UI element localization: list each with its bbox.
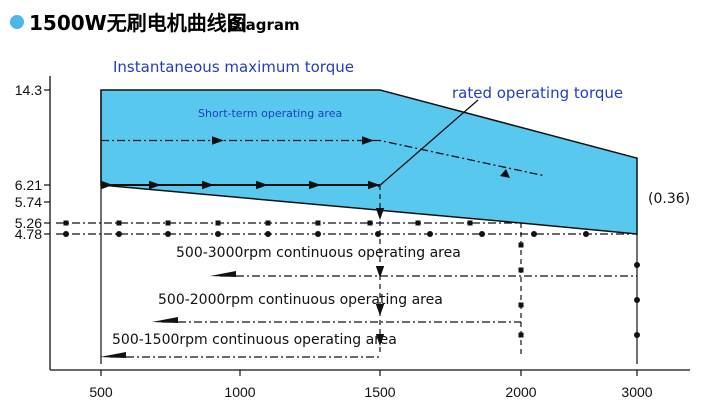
continuous-area-arrow-0 xyxy=(210,271,236,277)
rpm-1500-arrow-2 xyxy=(375,304,385,316)
continuous-level-marker-1-6 xyxy=(375,231,381,237)
continuous-area-label-2: 500-1500rpm continuous operating area xyxy=(112,332,397,348)
rated-arrow-3 xyxy=(256,180,268,190)
short-term-arrow-0 xyxy=(212,136,224,145)
rpm-2000-marker-0 xyxy=(518,242,524,248)
x-tick-label-2: 1500 xyxy=(364,384,395,400)
continuous-level-marker-0-3 xyxy=(215,220,221,226)
rpm-2000-marker-1 xyxy=(518,267,524,273)
rated-arrow-1 xyxy=(149,180,161,190)
continuous-level-marker-0-2 xyxy=(165,220,171,226)
rated-leader-line xyxy=(377,99,479,188)
continuous-area-arrow-1 xyxy=(152,317,178,323)
continuous-level-marker-0-7 xyxy=(415,220,421,226)
continuous-level-marker-1-8 xyxy=(479,231,485,237)
continuous-area-arrow-2 xyxy=(100,352,126,358)
continuous-level-marker-1-0 xyxy=(63,231,69,237)
annotation-end-value: (0.36) xyxy=(648,191,690,207)
rpm-2000-marker-3 xyxy=(518,332,524,338)
x-tick-label-4: 3000 xyxy=(621,384,652,400)
continuous-area-label-0: 500-3000rpm continuous operating area xyxy=(176,245,461,261)
x-tick-label-0: 500 xyxy=(89,384,113,400)
rpm-3000-dot-2 xyxy=(634,332,640,338)
annotation-instantaneous-max-torque: Instantaneous maximum torque xyxy=(113,58,354,76)
short-term-line xyxy=(101,139,545,177)
chart-subtitle: Diagram xyxy=(228,16,300,34)
continuous-level-marker-0-0 xyxy=(63,220,69,226)
x-tick-label-3: 2000 xyxy=(505,384,536,400)
continuous-level-marker-0-5 xyxy=(315,220,321,226)
annotation-short-term-area: Short-term operating area xyxy=(198,107,342,120)
rated-arrow-4 xyxy=(309,180,321,190)
continuous-level-marker-1-1 xyxy=(116,231,122,237)
continuous-level-marker-0-1 xyxy=(116,220,122,226)
short-term-arrow-2 xyxy=(500,169,510,178)
continuous-level-marker-0-4 xyxy=(265,220,271,226)
continuous-level-marker-1-9 xyxy=(531,231,537,237)
rpm-3000-dot-1 xyxy=(634,297,640,303)
annotations: Instantaneous maximum torque Short-term … xyxy=(113,58,690,207)
continuous-level-marker-1-4 xyxy=(265,231,271,237)
y-tick-label-2: 5.74 xyxy=(15,194,42,210)
annotation-rated-operating-torque: rated operating torque xyxy=(452,84,623,102)
rpm-1500-arrow-0 xyxy=(375,208,385,220)
continuous-level-marker-0-6 xyxy=(367,220,373,226)
x-tick-label-1: 1000 xyxy=(224,384,255,400)
title-group: 1500W无刷电机曲线图 Diagram xyxy=(10,11,300,35)
title-bullet-dot xyxy=(10,15,24,29)
y-tick-label-4: 4.78 xyxy=(15,226,42,242)
continuous-level-marker-1-3 xyxy=(215,231,221,237)
continuous-level-marker-0-8 xyxy=(467,220,473,226)
max-torque-area xyxy=(100,89,638,235)
y-tick-label-1: 6.21 xyxy=(15,177,42,193)
rpm-1500-arrow-1 xyxy=(375,266,385,278)
continuous-area-label-1: 500-2000rpm continuous operating area xyxy=(158,292,443,308)
short-term-arrow-1 xyxy=(362,136,374,145)
y-tick-label-3: 5.26 xyxy=(15,215,42,231)
rpm-3000-dot-0 xyxy=(634,262,640,268)
rated-arrow-2 xyxy=(202,180,214,190)
continuous-level-marker-1-10 xyxy=(583,231,589,237)
rpm-2000-marker-2 xyxy=(518,302,524,308)
plot-area: 500 1000 1500 2000 3000 14.3 6.215.74 5.264.78 5… xyxy=(15,75,690,400)
continuous-level-marker-1-2 xyxy=(165,231,171,237)
rated-arrow-5 xyxy=(368,180,380,190)
chart-title: 1500W无刷电机曲线图 xyxy=(29,11,247,35)
rated-arrow-0 xyxy=(101,180,113,190)
continuous-level-marker-1-5 xyxy=(315,231,321,237)
continuous-level-marker-1-7 xyxy=(427,231,433,237)
y-tick-label-0: 14.3 xyxy=(15,82,42,98)
rpm-1500-arrow-3 xyxy=(375,334,385,346)
